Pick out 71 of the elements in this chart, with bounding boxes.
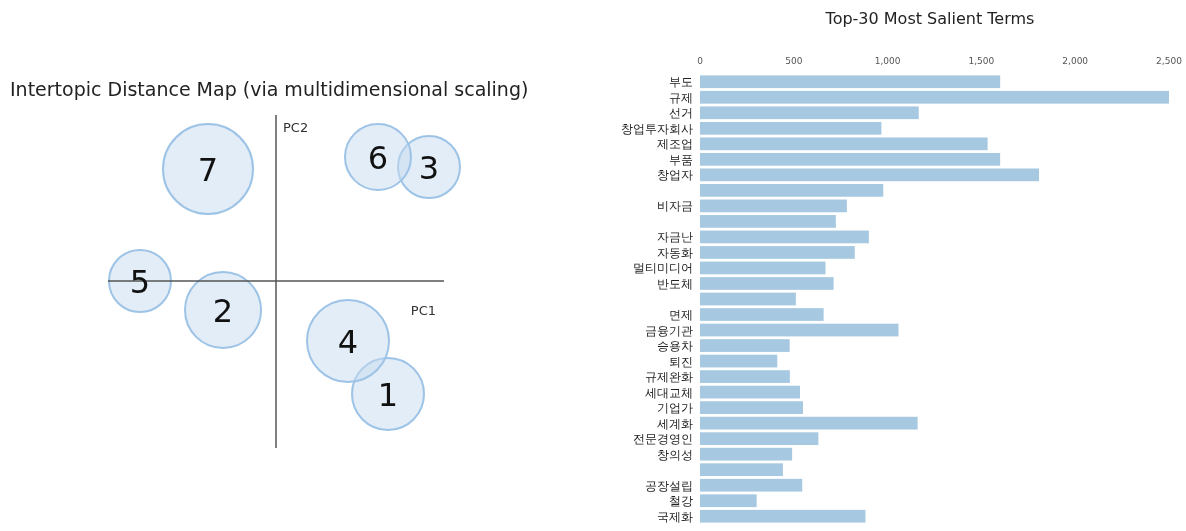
y-tick-label: 퇴진 <box>669 354 693 369</box>
y-tick-label: 자금난 <box>657 230 693 245</box>
bar <box>700 308 824 321</box>
text: 1 <box>377 376 399 414</box>
text: 6 <box>367 139 389 177</box>
bar <box>700 121 882 135</box>
bar <box>700 184 884 197</box>
x-tick-label: 1,500 <box>968 56 995 66</box>
y-tick-label: 자동화 <box>657 245 693 260</box>
y-tick-label: 멀티미디어 <box>633 261 693 276</box>
y-tick-label: 세계화 <box>657 416 693 431</box>
x-tick-label: 1,000 <box>874 56 901 66</box>
text: PC1 <box>410 303 436 318</box>
y-tick-label: 부품 <box>669 152 693 167</box>
x-tick-label: 2,500 <box>1156 56 1183 66</box>
y-tick-label: 규제 <box>669 90 693 105</box>
y-tick-label: 승용차 <box>657 339 693 354</box>
bar <box>700 277 834 290</box>
bar <box>700 199 847 213</box>
bar <box>700 90 1169 104</box>
bar <box>700 432 819 446</box>
y-tick-label: 금융기관 <box>645 323 693 338</box>
text: Intertopic Distance Map (via multidimensional scaling) <box>10 78 529 100</box>
y-tick-label: 공장설립 <box>645 478 693 493</box>
bar <box>700 385 800 399</box>
y-tick-label: 국제화 <box>657 509 693 524</box>
bar <box>700 215 836 228</box>
text: 4 <box>337 323 359 361</box>
y-tick-label: 전문경영인 <box>633 432 693 447</box>
text: 2 <box>212 292 234 330</box>
bar <box>700 401 803 414</box>
bar <box>700 494 757 508</box>
bar <box>700 106 919 120</box>
bar <box>700 354 778 368</box>
bar <box>700 323 899 337</box>
bar <box>700 509 866 523</box>
bar <box>700 246 855 259</box>
bar <box>700 137 988 151</box>
y-tick-label: 창업자 <box>657 168 693 183</box>
y-tick-label: 창의성 <box>657 447 693 462</box>
y-tick-label: 창업투자회사 <box>621 121 693 136</box>
y-tick-label: 제조업 <box>657 137 693 152</box>
x-tick-label: 0 <box>697 56 704 66</box>
chart-title: Top-30 Most Salient Terms <box>824 9 1035 28</box>
y-tick-label: 면제 <box>669 308 693 323</box>
bar <box>700 230 869 244</box>
y-tick-label: 철강 <box>669 494 693 509</box>
bar <box>700 447 793 461</box>
bar <box>700 292 796 306</box>
bar <box>700 152 1001 166</box>
y-tick-label: 세대교체 <box>645 385 693 400</box>
y-tick-label: 부도 <box>669 75 693 90</box>
text: 3 <box>418 149 440 187</box>
y-tick-label: 선거 <box>669 106 693 121</box>
text: 7 <box>197 151 219 189</box>
bar <box>700 463 783 477</box>
bar <box>700 370 790 383</box>
bar <box>700 478 803 492</box>
x-tick-label: 500 <box>785 56 803 66</box>
bar <box>700 168 1039 182</box>
bar <box>700 416 918 430</box>
y-tick-label: 반도체 <box>657 276 693 291</box>
bar <box>700 75 1001 89</box>
y-tick-label: 기업가 <box>657 401 693 416</box>
text: PC2 <box>283 120 309 135</box>
y-tick-label: 비자금 <box>657 199 693 214</box>
bar <box>700 261 826 275</box>
y-tick-label: 규제완화 <box>645 370 693 385</box>
x-tick-label: 2,000 <box>1062 56 1089 66</box>
bar <box>700 339 790 352</box>
text: 5 <box>129 263 151 301</box>
